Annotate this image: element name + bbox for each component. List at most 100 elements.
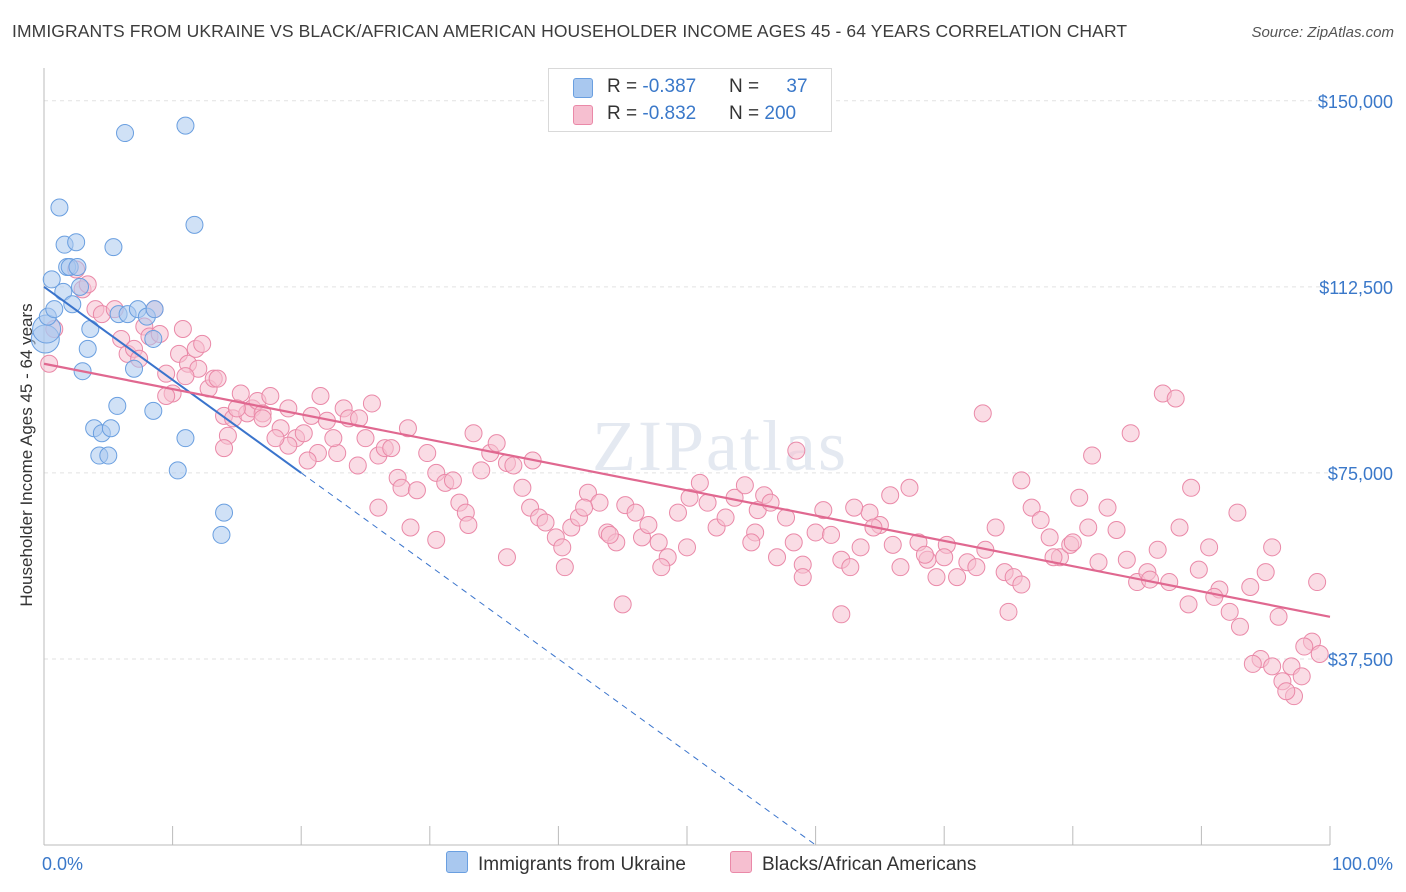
bottom-legend-blacks: Blacks/African Americans bbox=[730, 851, 976, 876]
point-blacks bbox=[787, 441, 806, 460]
legend-n-value: 37 bbox=[786, 76, 808, 97]
point-ukraine bbox=[212, 525, 231, 544]
point-ukraine bbox=[108, 396, 127, 415]
point-ukraine bbox=[99, 446, 118, 465]
point-blacks bbox=[927, 568, 946, 587]
point-blacks bbox=[1256, 563, 1275, 582]
legend-r-value: -0.832 bbox=[642, 103, 697, 124]
point-blacks bbox=[401, 518, 420, 537]
point-blacks bbox=[398, 419, 417, 438]
point-blacks bbox=[806, 523, 825, 542]
point-blacks bbox=[231, 384, 250, 403]
point-blacks bbox=[1241, 578, 1260, 597]
point-blacks bbox=[822, 525, 841, 544]
point-ukraine bbox=[101, 419, 120, 438]
point-blacks bbox=[173, 320, 192, 339]
legend-n-label: N = bbox=[729, 76, 765, 97]
point-blacks bbox=[814, 501, 833, 520]
point-blacks bbox=[1117, 550, 1136, 569]
bottom-legend-ukraine: Immigrants from Ukraine bbox=[446, 851, 686, 876]
point-blacks bbox=[497, 548, 516, 567]
point-blacks bbox=[1277, 682, 1296, 701]
point-blacks bbox=[418, 444, 437, 463]
point-blacks bbox=[1243, 654, 1262, 673]
point-blacks bbox=[472, 461, 491, 480]
point-blacks bbox=[215, 439, 234, 458]
point-blacks bbox=[1063, 533, 1082, 552]
point-ukraine bbox=[50, 198, 69, 217]
point-blacks bbox=[555, 558, 574, 577]
x-tick-label: 100.0% bbox=[1332, 854, 1393, 874]
point-ukraine bbox=[67, 233, 86, 252]
point-blacks bbox=[1310, 644, 1329, 663]
point-blacks bbox=[369, 498, 388, 517]
point-ukraine bbox=[116, 124, 135, 143]
legend-swatch-blacks bbox=[573, 105, 593, 125]
point-blacks bbox=[1040, 528, 1059, 547]
point-blacks bbox=[841, 558, 860, 577]
point-blacks bbox=[1160, 573, 1179, 592]
point-ukraine bbox=[104, 238, 123, 257]
y-tick-labels: $37,500 $75,000 $112,500 $150,000 bbox=[1318, 92, 1393, 670]
point-blacks bbox=[1166, 389, 1185, 408]
point-blacks bbox=[407, 481, 426, 500]
point-blacks bbox=[266, 429, 285, 448]
point-blacks bbox=[1012, 471, 1031, 490]
point-ukraine bbox=[144, 401, 163, 420]
point-blacks bbox=[294, 424, 313, 443]
point-blacks bbox=[1189, 560, 1208, 579]
point-blacks bbox=[698, 493, 717, 512]
point-blacks bbox=[626, 503, 645, 522]
point-blacks bbox=[1098, 498, 1117, 517]
point-blacks bbox=[1295, 637, 1314, 656]
point-blacks bbox=[427, 530, 446, 549]
point-blacks bbox=[1121, 424, 1140, 443]
trend-line-blacks bbox=[43, 362, 1331, 618]
trend-extension-ukraine bbox=[300, 472, 816, 846]
point-blacks bbox=[948, 568, 967, 587]
point-blacks bbox=[613, 595, 632, 614]
point-ukraine bbox=[45, 300, 64, 319]
point-blacks bbox=[1228, 503, 1247, 522]
point-blacks bbox=[487, 434, 506, 453]
point-blacks bbox=[1022, 498, 1041, 517]
point-blacks bbox=[768, 548, 787, 567]
point-blacks bbox=[1031, 511, 1050, 530]
point-ukraine bbox=[145, 300, 164, 319]
point-blacks bbox=[649, 533, 668, 552]
point-blacks bbox=[1107, 520, 1126, 539]
point-blacks bbox=[348, 456, 367, 475]
point-blacks bbox=[459, 515, 478, 534]
point-blacks bbox=[1230, 617, 1249, 636]
y-axis-label: Householder Income Ages 45 - 64 years bbox=[17, 303, 36, 606]
point-blacks bbox=[915, 545, 934, 564]
legend-n-label: N = bbox=[729, 103, 765, 124]
point-blacks bbox=[973, 404, 992, 423]
point-blacks bbox=[1012, 575, 1031, 594]
point-blacks bbox=[935, 548, 954, 567]
point-blacks bbox=[208, 369, 227, 388]
point-blacks bbox=[832, 605, 851, 624]
point-blacks bbox=[193, 334, 212, 353]
point-blacks bbox=[967, 558, 986, 577]
watermark: ZIPatlas bbox=[592, 406, 848, 486]
point-blacks bbox=[253, 409, 272, 428]
point-blacks bbox=[716, 508, 735, 527]
series-blacks-points bbox=[40, 260, 1329, 706]
point-blacks bbox=[464, 424, 483, 443]
legend-n-value: 200 bbox=[764, 103, 797, 124]
point-blacks bbox=[845, 498, 864, 517]
bottom-legend-label: Blacks/African Americans bbox=[762, 854, 977, 875]
point-blacks bbox=[668, 503, 687, 522]
point-blacks bbox=[1179, 595, 1198, 614]
chart-title: IMMIGRANTS FROM UKRAINE VS BLACK/AFRICAN… bbox=[12, 21, 1128, 41]
point-blacks bbox=[324, 429, 343, 448]
point-blacks bbox=[553, 538, 572, 557]
point-blacks bbox=[1263, 538, 1282, 557]
point-ukraine bbox=[144, 329, 163, 348]
point-blacks bbox=[1148, 540, 1167, 559]
point-blacks bbox=[1070, 488, 1089, 507]
point-blacks bbox=[1083, 446, 1102, 465]
bottom-legend-label: Immigrants from Ukraine bbox=[478, 854, 686, 875]
point-blacks bbox=[298, 451, 317, 470]
